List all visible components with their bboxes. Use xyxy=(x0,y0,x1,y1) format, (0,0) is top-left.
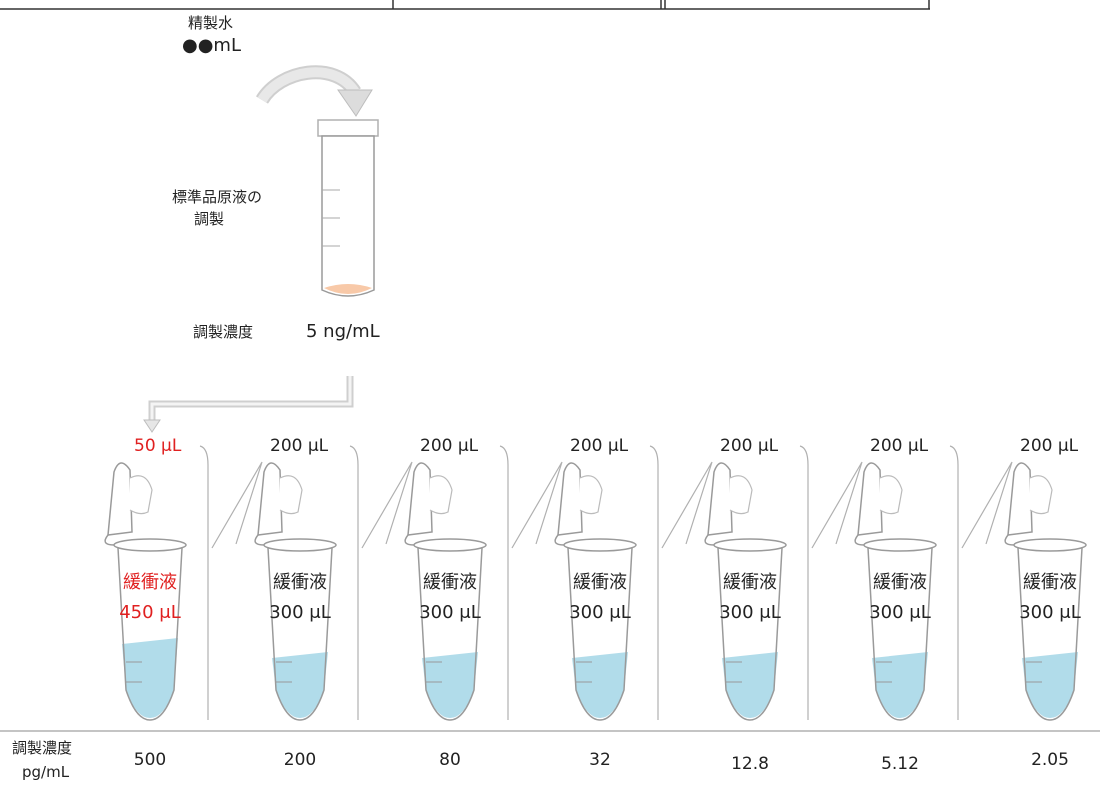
tube-lid xyxy=(407,462,433,536)
tube-rim xyxy=(863,538,937,552)
tube-body xyxy=(267,547,333,721)
stock-vial xyxy=(317,119,379,297)
stock-label-line1: 標準品原液の xyxy=(172,188,263,206)
buffer-name: 緩衝液 xyxy=(873,572,927,593)
tube-rim xyxy=(563,538,637,552)
tube-rim xyxy=(713,538,787,552)
tube-rim xyxy=(1013,538,1087,552)
dilution-concentration: 2.05 xyxy=(1031,750,1069,770)
buffer-label: 緩衝液 300 μL xyxy=(705,568,795,628)
dilution-concentration: 500 xyxy=(133,750,167,770)
transfer-volume: 200 μL xyxy=(270,436,329,456)
buffer-name: 緩衝液 xyxy=(123,572,177,593)
transfer-volume: 200 μL xyxy=(570,436,629,456)
transfer-volume: 50 μL xyxy=(134,436,182,456)
buffer-volume: 300 μL xyxy=(869,602,931,623)
tube-body xyxy=(567,547,633,721)
buffer-label: 緩衝液 300 μL xyxy=(555,568,645,628)
microtube xyxy=(649,445,787,721)
buffer-name: 緩衝液 xyxy=(273,572,327,593)
microtube xyxy=(499,445,637,721)
pipette-stroke xyxy=(661,461,713,549)
tube-lid xyxy=(1007,462,1033,536)
microtube xyxy=(949,445,1087,721)
transfer-bracket xyxy=(649,445,659,720)
tube-body xyxy=(717,547,783,721)
pipette-stroke xyxy=(811,461,863,549)
tube-lid xyxy=(707,462,733,536)
buffer-label: 緩衝液 300 μL xyxy=(405,568,495,628)
tube-body xyxy=(417,547,483,721)
tube-lid xyxy=(257,462,283,536)
buffer-volume: 300 μL xyxy=(719,602,781,623)
buffer-name: 緩衝液 xyxy=(423,572,477,593)
buffer-name: 緩衝液 xyxy=(573,572,627,593)
tube-rim xyxy=(413,538,487,552)
tube-body xyxy=(1017,547,1083,721)
pipette-stroke xyxy=(361,461,413,549)
tube-liquid xyxy=(272,652,328,718)
pipette-stroke xyxy=(961,461,1013,549)
transfer-bracket xyxy=(499,445,509,720)
tube-liquid xyxy=(122,638,178,718)
tube-liquid xyxy=(722,652,778,718)
microtube xyxy=(199,445,337,721)
pipette-stroke xyxy=(211,461,263,549)
water-label: 精製水 xyxy=(188,14,234,32)
conc-row-label: 調製濃度 xyxy=(12,739,73,757)
transfer-bracket xyxy=(949,445,959,720)
dilution-concentration: 80 xyxy=(439,750,461,770)
tube-lid xyxy=(557,462,583,536)
tube-liquid xyxy=(572,652,628,718)
tube-rim xyxy=(263,538,337,552)
conc-row-unit: pg/mL xyxy=(22,763,70,781)
microtube xyxy=(799,445,937,721)
water-amount: ●●mL xyxy=(182,35,241,56)
tube-lid xyxy=(107,462,133,536)
transfer-volume: 200 μL xyxy=(720,436,779,456)
pipette-stroke xyxy=(511,461,563,549)
tube-rim xyxy=(113,538,187,552)
buffer-volume: 300 μL xyxy=(419,602,481,623)
buffer-label: 緩衝液 300 μL xyxy=(1005,568,1095,628)
buffer-volume: 300 μL xyxy=(569,602,631,623)
water-addition-arrow xyxy=(256,65,373,117)
tube-liquid xyxy=(422,652,478,718)
buffer-volume: 300 μL xyxy=(269,602,331,623)
transfer-volume: 200 μL xyxy=(1020,436,1079,456)
buffer-label: 緩衝液 300 μL xyxy=(255,568,345,628)
tube-liquid xyxy=(872,652,928,718)
microtube xyxy=(349,445,487,721)
buffer-label: 緩衝液 450 μL xyxy=(105,568,195,628)
dilution-concentration: 5.12 xyxy=(881,754,919,774)
tube-body xyxy=(867,547,933,721)
transfer-bracket xyxy=(199,445,209,720)
dilution-concentration: 12.8 xyxy=(731,754,769,774)
buffer-volume: 450 μL xyxy=(119,602,181,623)
transfer-volume: 200 μL xyxy=(420,436,479,456)
tube-lid xyxy=(857,462,883,536)
transfer-volume: 200 μL xyxy=(870,436,929,456)
microtube xyxy=(104,462,187,721)
buffer-name: 緩衝液 xyxy=(1023,572,1077,593)
dilution-concentration: 200 xyxy=(283,750,317,770)
buffer-name: 緩衝液 xyxy=(723,572,777,593)
stock-transfer-arrow xyxy=(143,376,354,433)
stock-label-line2: 調製 xyxy=(194,210,225,228)
transfer-bracket xyxy=(799,445,809,720)
dilution-concentration: 32 xyxy=(589,750,611,770)
buffer-volume: 300 μL xyxy=(1019,602,1081,623)
tube-body xyxy=(117,547,183,721)
buffer-label: 緩衝液 300 μL xyxy=(855,568,945,628)
prep-conc-label: 調製濃度 xyxy=(193,323,254,341)
transfer-bracket xyxy=(349,445,359,720)
prep-conc-value: 5 ng/mL xyxy=(306,321,380,342)
tube-liquid xyxy=(1022,652,1078,718)
